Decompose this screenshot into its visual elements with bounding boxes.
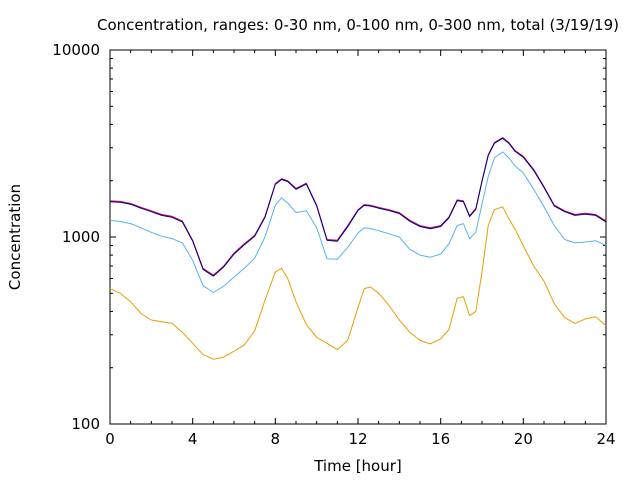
- x-axis-label: Time [hour]: [313, 457, 402, 475]
- axis-ticks: [109, 49, 607, 425]
- y-tick-label: 1000: [62, 228, 100, 246]
- y-axis-label: Concentration: [6, 184, 24, 290]
- plot-frame: [109, 49, 607, 425]
- x-tick-label: 20: [514, 430, 533, 448]
- series-line-2: [109, 151, 607, 293]
- data-series: [109, 137, 607, 360]
- y-tick-label: 10000: [52, 41, 100, 59]
- series-line-3: [109, 137, 607, 276]
- x-tick-label: 12: [348, 430, 367, 448]
- y-tick-label: 100: [71, 415, 100, 433]
- x-tick-label: 4: [188, 430, 198, 448]
- x-tick-label: 8: [271, 430, 281, 448]
- series-line-1: [109, 206, 607, 360]
- x-tick-label: 24: [596, 430, 615, 448]
- chart-title: Concentration, ranges: 0-30 nm, 0-100 nm…: [97, 16, 619, 34]
- x-tick-label: 16: [431, 430, 450, 448]
- tick-labels: 0 4 8 12 16 20 24 100 1000 10000: [52, 41, 615, 448]
- x-tick-label: 0: [105, 430, 115, 448]
- series-line-4: [109, 137, 607, 277]
